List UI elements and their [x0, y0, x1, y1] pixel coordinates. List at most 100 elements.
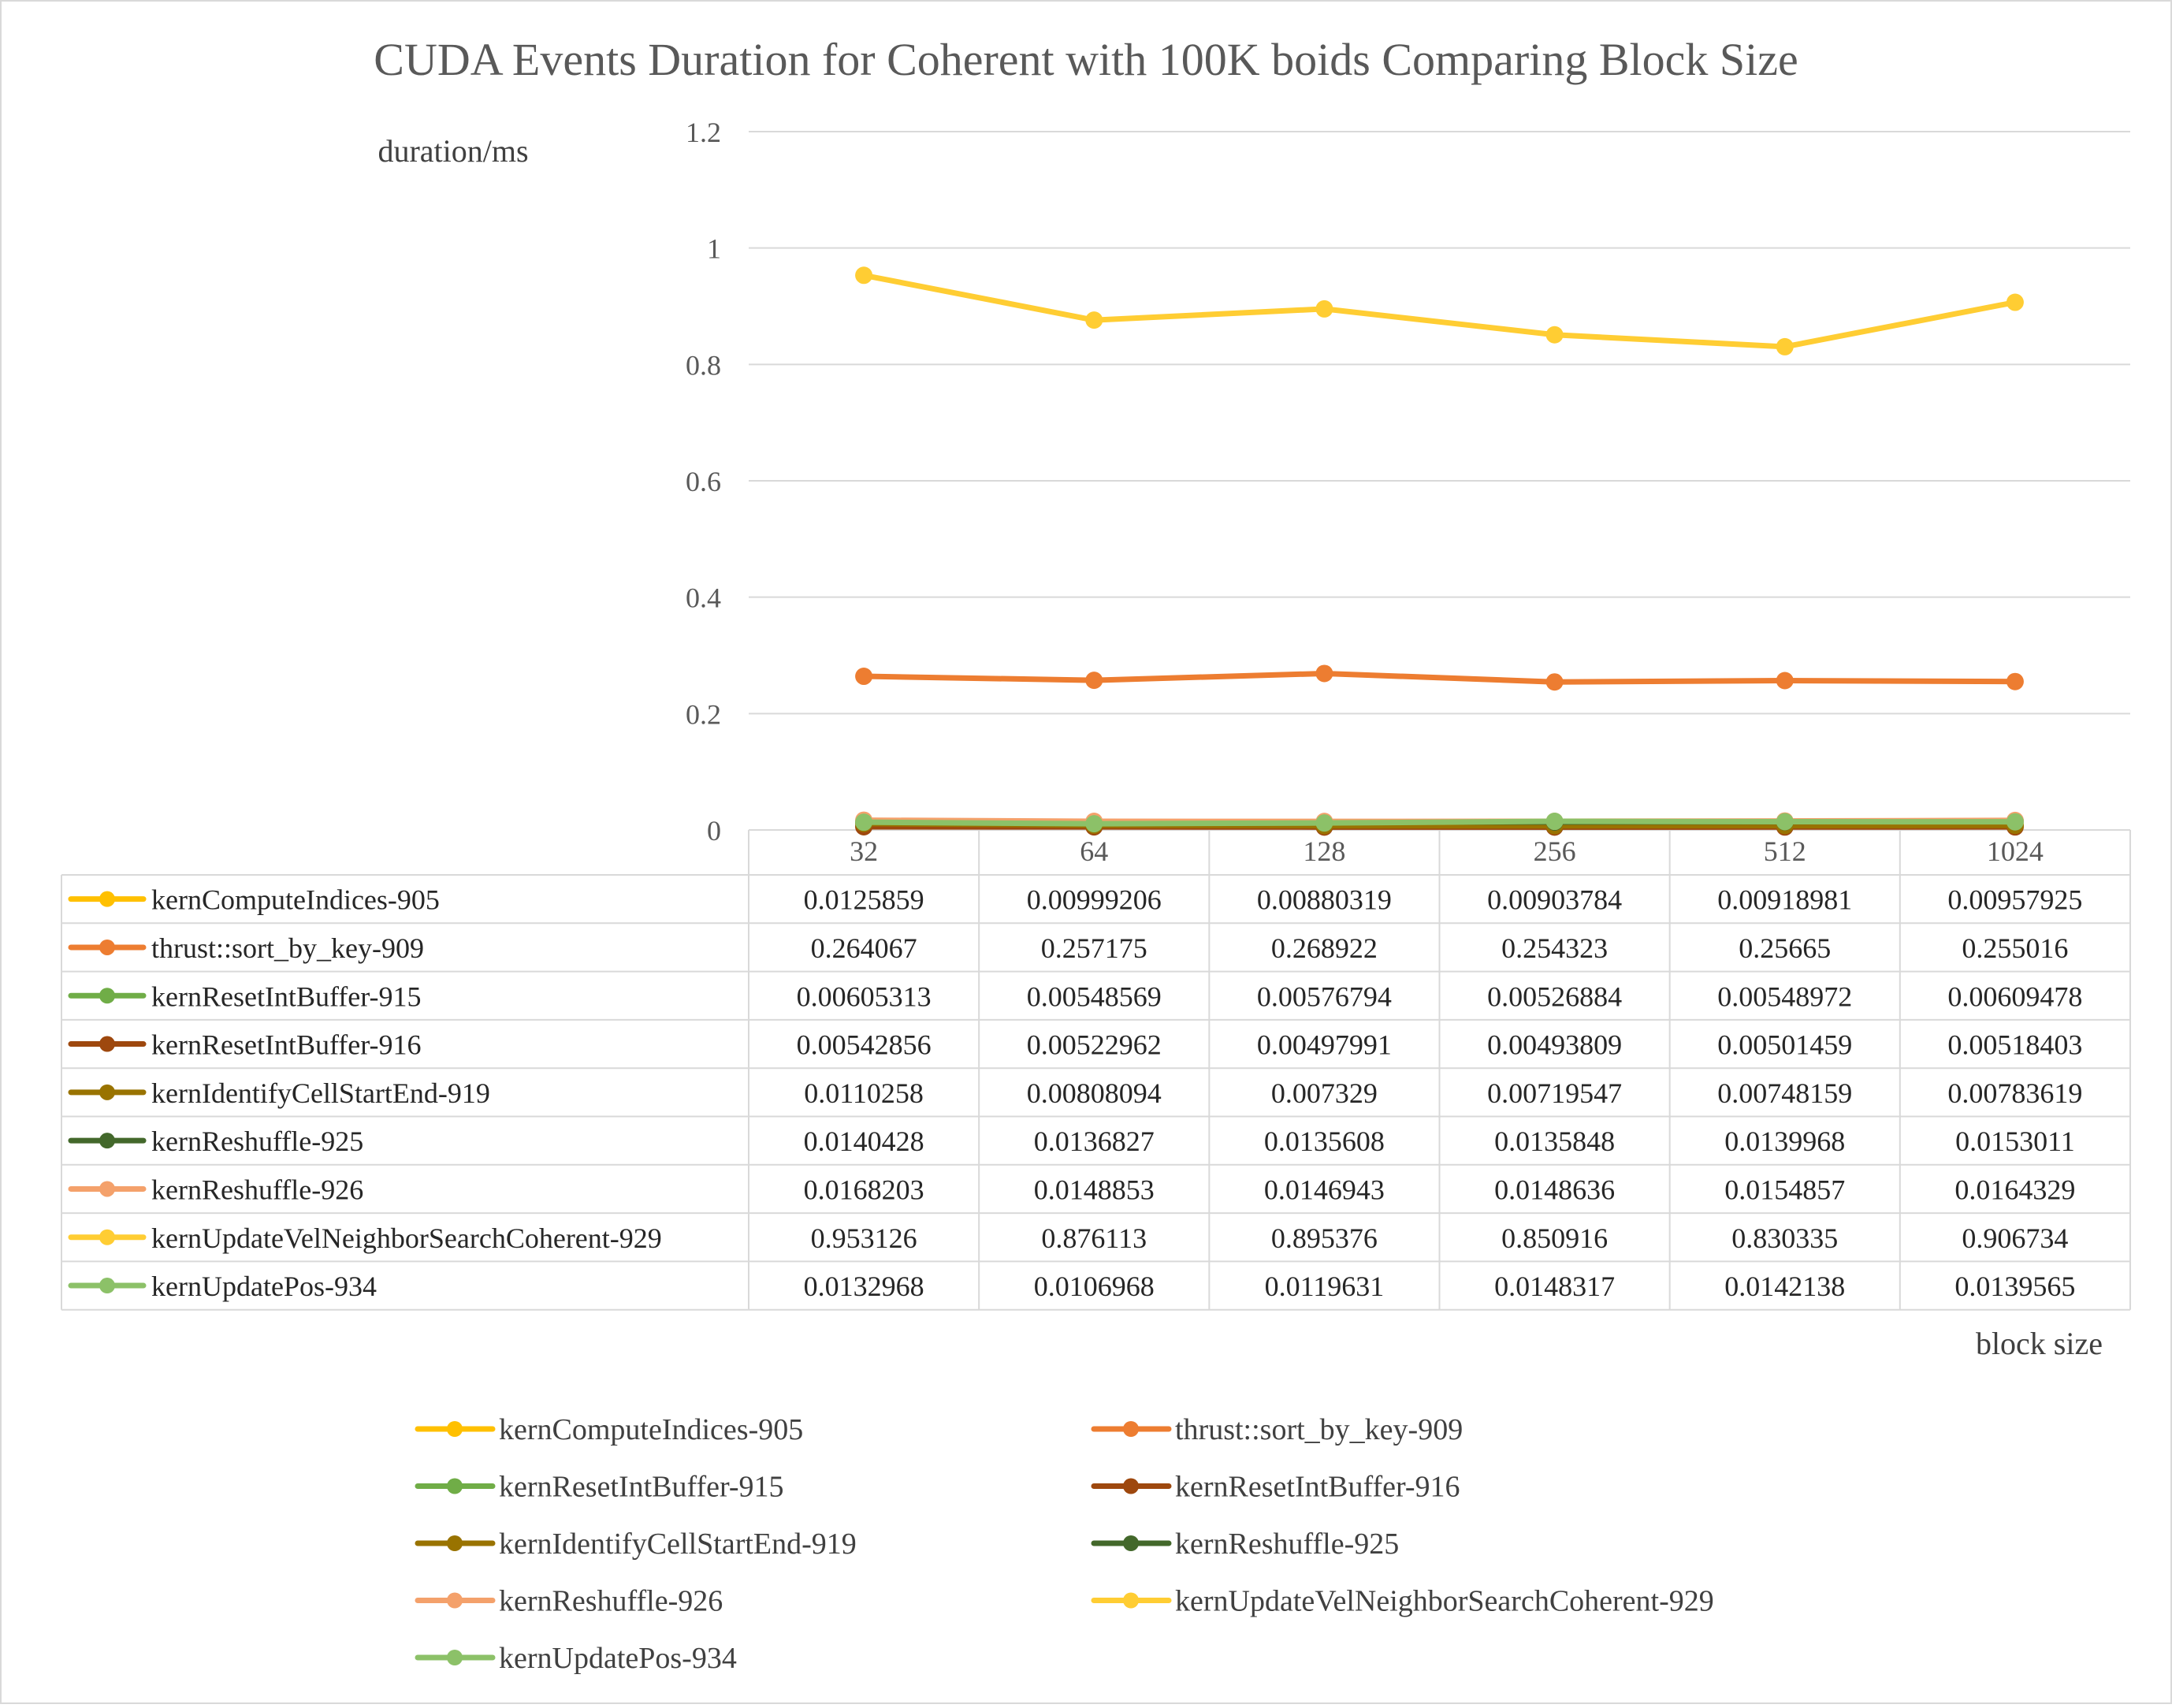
data-point: [1085, 311, 1103, 329]
table-legend-key-marker: [99, 1085, 115, 1100]
x-tick-label: 32: [850, 835, 878, 867]
table-cell: 0.906734: [1962, 1222, 2068, 1254]
y-axis-title: duration/ms: [377, 133, 528, 169]
table-cell: 0.00719547: [1487, 1077, 1622, 1109]
x-tick-label: 128: [1303, 835, 1345, 867]
legend-key-marker: [447, 1421, 463, 1437]
y-tick-label: 0.2: [686, 698, 721, 730]
table-cell: 0.0142138: [1724, 1271, 1845, 1302]
data-point: [1315, 814, 1333, 832]
legend-label: kernReshuffle-925: [1175, 1528, 1399, 1561]
table-cell: 0.0148636: [1494, 1174, 1615, 1205]
table-cell: 0.00957925: [1947, 884, 2082, 916]
x-tick-label: 64: [1080, 835, 1108, 867]
table-cell: 0.00748159: [1717, 1077, 1852, 1109]
table-cell: 0.257175: [1041, 932, 1147, 964]
table-cell: 0.0106968: [1034, 1271, 1155, 1302]
table-row-label: kernIdentifyCellStartEnd-919: [151, 1077, 490, 1109]
table-cell: 0.0139968: [1724, 1126, 1845, 1157]
y-tick-label: 0.6: [686, 466, 721, 497]
data-point: [2006, 294, 2024, 311]
table-cell: 0.00783619: [1947, 1077, 2082, 1109]
table-cell: 0.0135608: [1264, 1126, 1385, 1157]
legend-key-marker: [447, 1479, 463, 1494]
x-tick-label: 1024: [1987, 835, 2044, 867]
table-cell: 0.0139565: [1954, 1271, 2075, 1302]
legend-item: kernUpdateVelNeighborSearchCoherent-929: [1094, 1585, 1714, 1618]
table-cell: 0.255016: [1962, 932, 2068, 964]
table-row-label: thrust::sort_by_key-909: [151, 932, 424, 964]
table-cell: 0.00880319: [1257, 884, 1392, 916]
legend-label: kernUpdatePos-934: [499, 1642, 737, 1675]
table-cell: 0.00493809: [1487, 1029, 1622, 1061]
chart-title: CUDA Events Duration for Coherent with 1…: [374, 34, 1798, 85]
table-cell: 0.00576794: [1257, 981, 1392, 1012]
table-cell: 0.00918981: [1717, 884, 1852, 916]
table-cell: 0.00526884: [1487, 981, 1622, 1012]
table-cell: 0.00605313: [797, 981, 932, 1012]
legend-label: kernUpdateVelNeighborSearchCoherent-929: [1175, 1585, 1714, 1618]
table-cell: 0.0135848: [1494, 1126, 1615, 1157]
table-legend-key-marker: [99, 1036, 115, 1052]
table-cell: 0.007329: [1271, 1077, 1378, 1109]
data-point: [855, 813, 872, 831]
x-tick-label: 256: [1534, 835, 1576, 867]
data-point: [855, 266, 872, 284]
table-row-label: kernReshuffle-925: [151, 1126, 363, 1157]
table-row-label: kernComputeIndices-905: [151, 884, 440, 916]
table-legend-key-marker: [99, 1133, 115, 1148]
table-cell: 0.00542856: [797, 1029, 932, 1061]
series-line: [864, 821, 2015, 824]
table-legend-key-marker: [99, 891, 115, 907]
data-point: [1315, 300, 1333, 318]
data-point: [1776, 672, 1794, 690]
data-point: [2006, 673, 2024, 690]
legend-label: kernReshuffle-926: [499, 1585, 723, 1618]
table-cell: 0.268922: [1271, 932, 1378, 964]
y-tick-label: 1: [707, 233, 721, 265]
x-axis-title: block size: [1976, 1326, 2103, 1361]
data-point: [1546, 673, 1564, 690]
table-row-label: kernResetIntBuffer-915: [151, 981, 422, 1012]
table-row-label: kernReshuffle-926: [151, 1174, 363, 1205]
table-cell: 0.00903784: [1487, 884, 1622, 916]
table-legend-key-marker: [99, 1230, 115, 1245]
table-legend-key-marker: [99, 1278, 115, 1293]
table-cell: 0.0148317: [1494, 1271, 1615, 1302]
data-point: [1085, 815, 1103, 832]
table-cell: 0.0154857: [1724, 1174, 1845, 1205]
table-cell: 0.0132968: [804, 1271, 924, 1302]
legend-key-marker: [1123, 1535, 1139, 1551]
table-cell: 0.00808094: [1027, 1077, 1162, 1109]
table-row: kernResetIntBuffer-916 0.00542856 0.005229…: [71, 1029, 2082, 1061]
table-cell: 0.0153011: [1955, 1126, 2075, 1157]
table-cell: 0.254323: [1501, 932, 1608, 964]
y-tick-label: 0.8: [686, 349, 721, 381]
table-row: kernUpdateVelNeighborSearchCoherent-929 0…: [71, 1222, 2068, 1254]
legend-label: kernResetIntBuffer-915: [499, 1471, 784, 1504]
table-legend-key-marker: [99, 1181, 115, 1196]
table-cell: 0.895376: [1271, 1222, 1378, 1254]
table-cell: 0.00548569: [1027, 981, 1162, 1012]
table-cell: 0.953126: [811, 1222, 917, 1254]
table-cell: 0.876113: [1041, 1222, 1147, 1254]
legend-key-marker: [447, 1593, 463, 1609]
table-cell: 0.00522962: [1027, 1029, 1162, 1061]
legend-key-marker: [1123, 1593, 1139, 1609]
table-cell: 0.0146943: [1264, 1174, 1385, 1205]
y-tick-label: 0.4: [686, 582, 721, 614]
table-row: kernResetIntBuffer-915 0.00605313 0.005485…: [71, 981, 2082, 1012]
legend-label: thrust::sort_by_key-909: [1175, 1413, 1463, 1446]
table-row-label: kernResetIntBuffer-916: [151, 1029, 422, 1061]
data-point: [1546, 813, 1564, 830]
table-cell: 0.00497991: [1257, 1029, 1392, 1061]
table-row-label: kernUpdateVelNeighborSearchCoherent-929: [151, 1222, 662, 1254]
table-cell: 0.0140428: [804, 1126, 924, 1157]
table-legend-key-marker: [99, 940, 115, 955]
legend-label: kernResetIntBuffer-916: [1175, 1471, 1460, 1504]
legend-label: kernIdentifyCellStartEnd-919: [499, 1528, 857, 1561]
table-cell: 0.0168203: [804, 1174, 924, 1205]
